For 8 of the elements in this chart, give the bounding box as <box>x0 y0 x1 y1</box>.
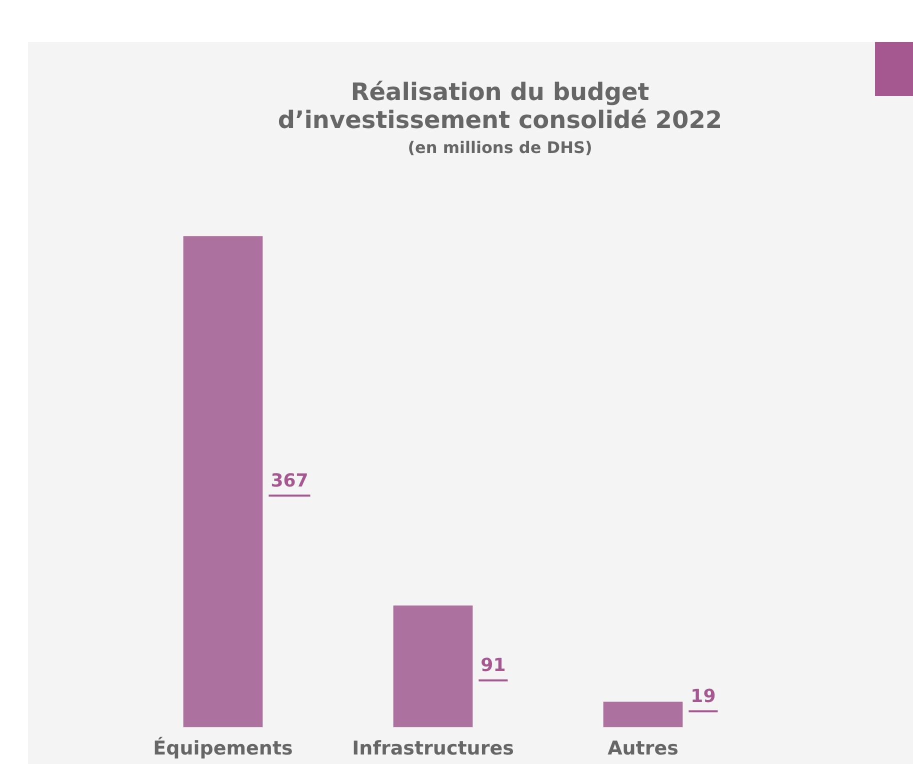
data-label: 91 <box>480 654 506 676</box>
x-tick-label: Autres <box>608 738 678 760</box>
x-tick-label: Infrastructures <box>352 738 514 760</box>
chart-title: Réalisation du budget d’investissement consolidé 2022 <box>276 78 724 134</box>
chart-subtitle: (en millions de DHS) <box>406 138 594 157</box>
data-label: 19 <box>690 686 716 707</box>
x-tick-label: Équipements <box>153 736 293 760</box>
data-label: 367 <box>270 470 308 492</box>
